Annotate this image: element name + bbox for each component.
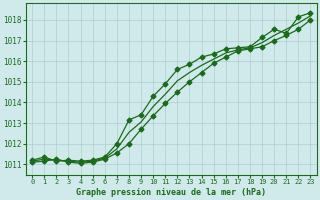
X-axis label: Graphe pression niveau de la mer (hPa): Graphe pression niveau de la mer (hPa)	[76, 188, 266, 197]
